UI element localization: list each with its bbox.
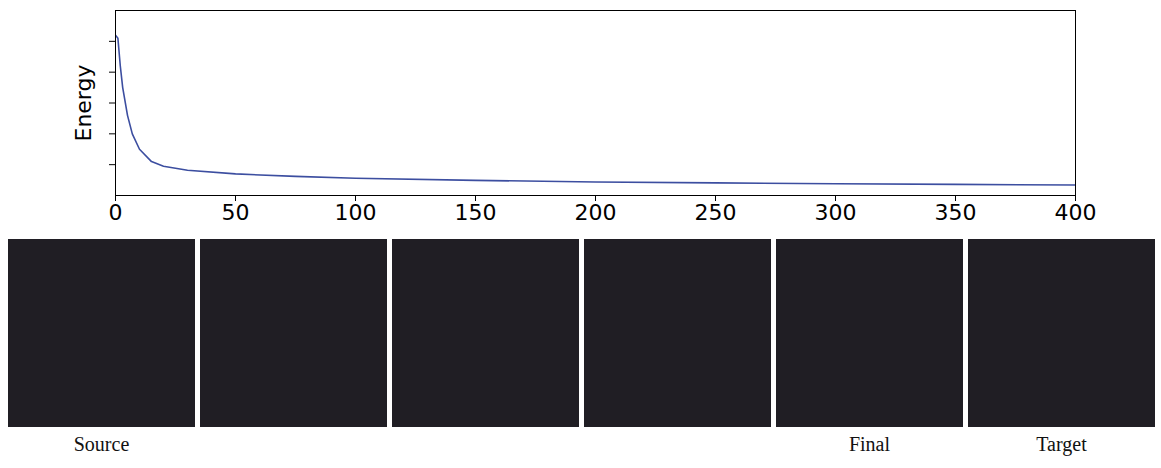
html-text:Final: Final — [848, 433, 891, 455]
svg-text:200: 200 — [575, 200, 617, 225]
svg-text:100: 100 — [335, 200, 377, 225]
html-text:Target: Target — [1036, 433, 1087, 455]
svg-text:250: 250 — [695, 200, 737, 225]
svg-text:350: 350 — [935, 200, 977, 225]
html-text:Source: Source — [73, 433, 130, 455]
svg-text:50: 50 — [222, 200, 250, 225]
svg-text:150: 150 — [455, 200, 497, 225]
svg-text:Energy: Energy — [71, 64, 96, 141]
svg-text:300: 300 — [815, 200, 857, 225]
svg-text:400: 400 — [1055, 200, 1097, 225]
svg-text:0: 0 — [109, 200, 123, 225]
